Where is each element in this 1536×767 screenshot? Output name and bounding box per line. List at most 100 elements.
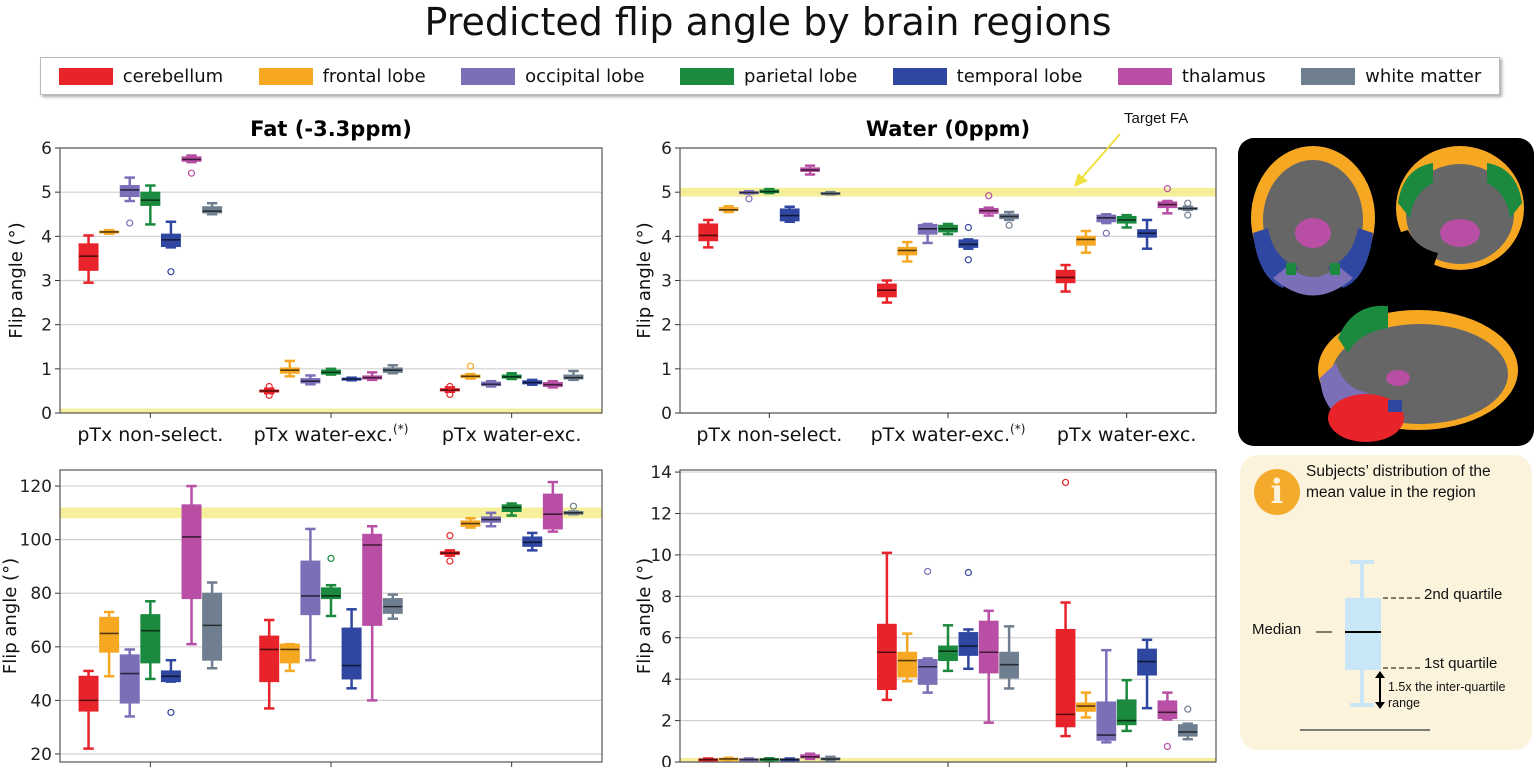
y-tick-label: 4 bbox=[41, 227, 52, 247]
legend-item: thalamus bbox=[1117, 65, 1266, 87]
outlier-point bbox=[745, 195, 753, 203]
brain-segmentation-image bbox=[1238, 138, 1534, 446]
y-tick-label: 40 bbox=[30, 691, 52, 711]
y-tick-label: 8 bbox=[661, 587, 672, 607]
y-axis-label: Flip angle (°) bbox=[0, 558, 21, 674]
box-frontal-lobe bbox=[99, 616, 120, 653]
box-occipital-lobe bbox=[119, 185, 140, 198]
box-white-matter bbox=[1177, 724, 1198, 737]
y-tick-label: 3 bbox=[661, 272, 672, 292]
legend-label: occipital lobe bbox=[525, 65, 645, 87]
x-tick-label: pTx water-exc.(*) bbox=[254, 422, 409, 446]
outlier-point bbox=[964, 256, 972, 264]
outlier-point bbox=[1184, 199, 1192, 207]
y-tick-label: 12 bbox=[650, 504, 672, 524]
box-parietal-lobe bbox=[321, 587, 341, 600]
y-tick-label: 100 bbox=[20, 531, 52, 551]
outlier-point bbox=[327, 554, 335, 563]
outlier-point bbox=[924, 567, 932, 576]
chart-title: Fat (-3.3ppm) bbox=[250, 117, 412, 141]
legend-item: frontal lobe bbox=[258, 65, 426, 87]
y-axis-label: Flip angle (°) bbox=[6, 222, 27, 338]
box-white-matter bbox=[202, 592, 223, 661]
legend-label: temporal lobe bbox=[956, 65, 1083, 87]
target-fa-band bbox=[60, 507, 602, 519]
y-tick-label: 80 bbox=[30, 584, 52, 604]
legend-swatch bbox=[680, 67, 735, 85]
legend-swatch bbox=[461, 67, 516, 85]
box-cerebellum bbox=[698, 223, 719, 242]
box-thalamus bbox=[181, 504, 202, 600]
outlier-point bbox=[446, 557, 454, 565]
box-frontal-lobe bbox=[1076, 702, 1096, 712]
outlier-point bbox=[964, 223, 972, 232]
box-parietal-lobe bbox=[140, 614, 161, 664]
legend-swatch bbox=[58, 67, 113, 85]
y-tick-label: 4 bbox=[661, 670, 672, 690]
box-frontal-lobe bbox=[1076, 235, 1096, 246]
outlier-point bbox=[265, 391, 273, 399]
outlier-point bbox=[265, 382, 273, 391]
y-tick-label: 2 bbox=[661, 316, 672, 336]
box-frontal-lobe bbox=[897, 651, 918, 678]
outlier-point bbox=[167, 268, 175, 276]
legend-swatch bbox=[258, 67, 313, 85]
outlier-point bbox=[569, 502, 578, 510]
y-tick-label: 6 bbox=[661, 629, 672, 649]
target-fa-band bbox=[680, 187, 1216, 197]
x-tick-label: pTx water-exc. bbox=[1057, 424, 1196, 446]
y-tick-label: 60 bbox=[30, 638, 52, 658]
y-tick-label: 2 bbox=[41, 316, 52, 336]
y-tick-label: 10 bbox=[650, 546, 672, 566]
info-icon: i bbox=[1254, 469, 1300, 515]
outlier-point bbox=[1005, 221, 1013, 229]
box-occipital-lobe bbox=[1096, 701, 1117, 741]
legend-label: parietal lobe bbox=[744, 65, 858, 87]
box-occipital-lobe bbox=[119, 654, 140, 704]
box-occipital-lobe bbox=[917, 658, 938, 685]
outlier-point bbox=[1163, 185, 1172, 193]
legend-item: white matter bbox=[1301, 66, 1481, 87]
q1-label: 1st quartile bbox=[1424, 655, 1498, 672]
box-cerebellum bbox=[78, 675, 99, 712]
box-cerebellum bbox=[877, 623, 897, 691]
y-tick-label: 20 bbox=[30, 745, 52, 765]
chart-title: Water (0ppm) bbox=[866, 117, 1030, 141]
chart-panel: 0 1 2 3 4 5 6 pTx non-select. pTx water-exc.(*) p… bbox=[634, 117, 1217, 446]
legend-item: parietal lobe bbox=[680, 66, 857, 87]
outlier-point bbox=[1061, 478, 1070, 487]
box-parietal-lobe bbox=[1116, 699, 1137, 726]
target-fa-arrow bbox=[1079, 133, 1121, 181]
legend: cerebellum frontal lobe occipital lobe pari… bbox=[40, 57, 1500, 95]
y-tick-label: 1 bbox=[41, 360, 52, 380]
outlier-point bbox=[446, 532, 454, 540]
outlier-point bbox=[167, 708, 175, 717]
outlier-point bbox=[187, 169, 196, 177]
legend-swatch bbox=[1117, 67, 1172, 85]
y-tick-label: 5 bbox=[661, 183, 672, 203]
chart-panel: 0 1 2 3 4 5 6 pTx non-select. pTx water-exc.(*) p… bbox=[6, 117, 603, 446]
q2-label: 2nd quartile bbox=[1424, 586, 1503, 603]
box-thalamus bbox=[362, 533, 383, 626]
legend-label: frontal lobe bbox=[322, 65, 426, 87]
y-tick-label: 6 bbox=[661, 139, 672, 159]
x-tick-label: pTx non-select. bbox=[77, 424, 223, 446]
box-parietal-lobe bbox=[938, 645, 958, 662]
target-fa-annotation: Target FA bbox=[1124, 110, 1189, 127]
legend-label: thalamus bbox=[1181, 65, 1266, 87]
y-tick-label: 4 bbox=[661, 227, 672, 247]
x-tick-label: pTx water-exc.(*) bbox=[871, 422, 1026, 446]
outlier-point bbox=[126, 219, 134, 227]
outlier-point bbox=[1163, 742, 1172, 751]
y-tick-label: 1 bbox=[661, 360, 672, 380]
figure-title: Predicted flip angle by brain regions bbox=[424, 0, 1112, 44]
legend-item: cerebellum bbox=[58, 66, 223, 87]
outlier-point bbox=[446, 382, 454, 391]
info-description: Subjects’ distribution of the mean value… bbox=[1306, 463, 1491, 501]
legend-swatch bbox=[1301, 67, 1356, 85]
box-thalamus bbox=[542, 493, 563, 530]
y-axis-label: Flip angle (°) bbox=[634, 222, 655, 338]
y-tick-label: 5 bbox=[41, 183, 52, 203]
x-tick-label: pTx non-select. bbox=[696, 424, 842, 446]
y-tick-label: 6 bbox=[41, 139, 52, 159]
